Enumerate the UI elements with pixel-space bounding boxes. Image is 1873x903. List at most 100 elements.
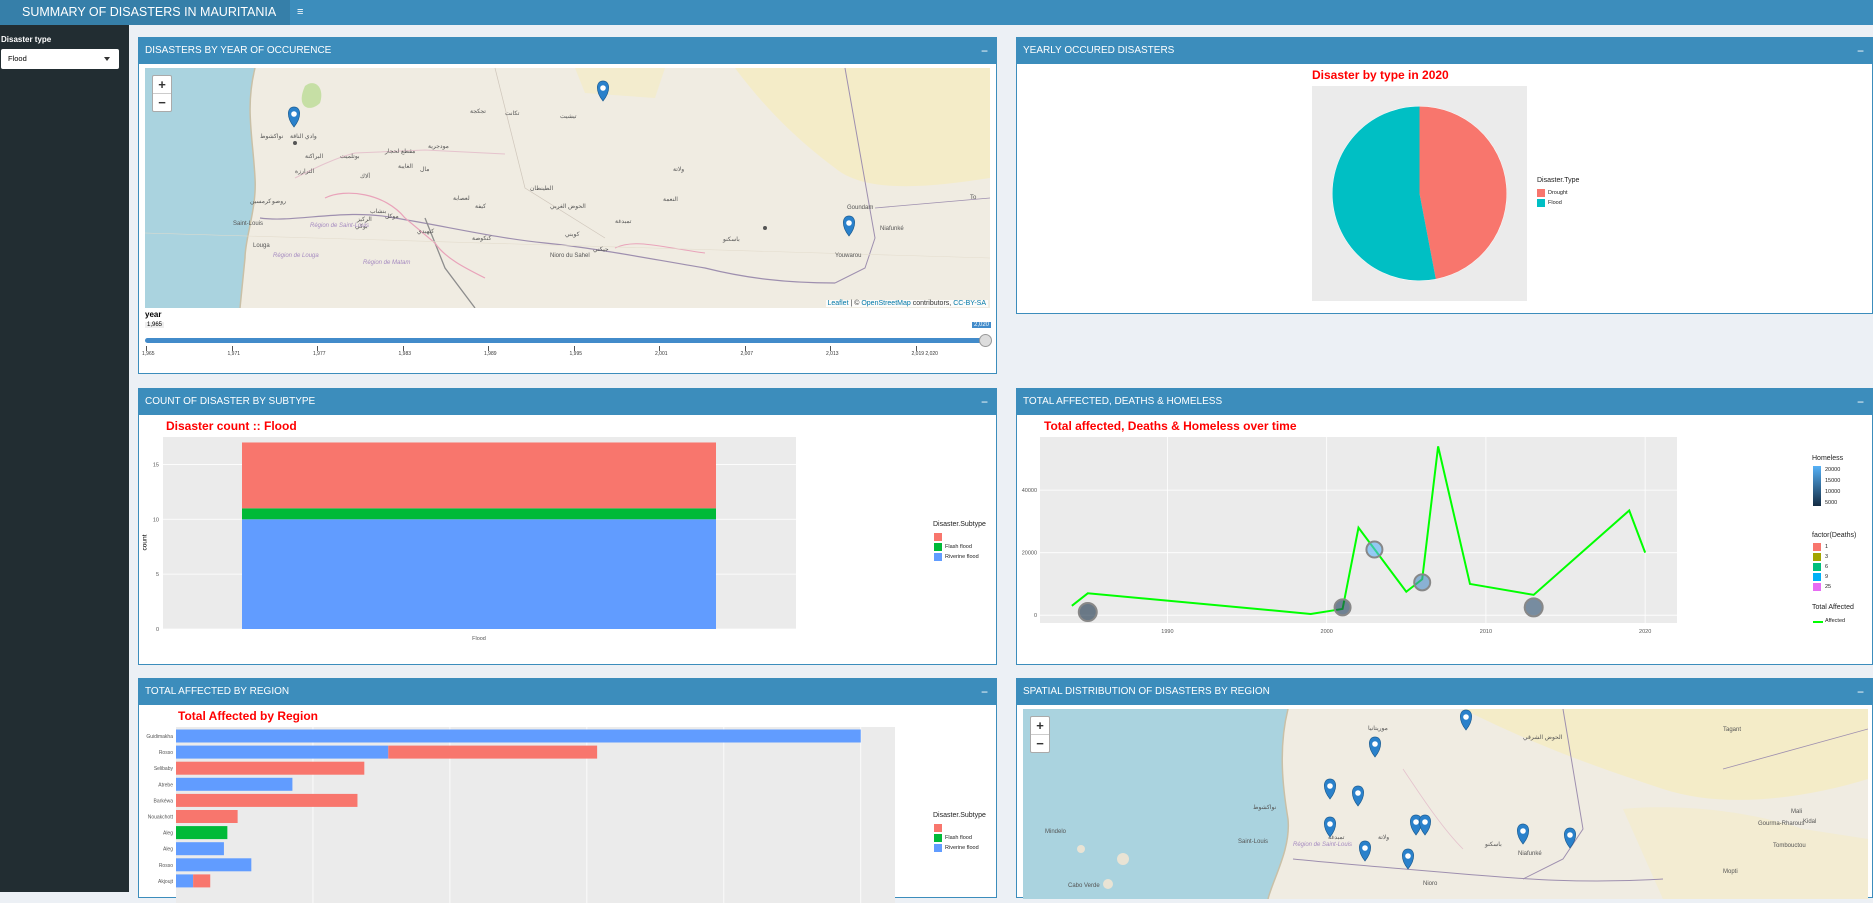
- map-place-label: تيشيت: [560, 114, 577, 120]
- zoom-out-button[interactable]: −: [1036, 736, 1044, 751]
- region-tick-label: Rosso: [159, 750, 173, 756]
- sidebar-toggle-menu-icon[interactable]: ≡: [297, 6, 304, 18]
- y-tick-label: 15: [153, 462, 159, 468]
- slider-tick-mark: [744, 346, 746, 351]
- year-slider-handle[interactable]: [979, 334, 992, 347]
- region-legend-title: Disaster.Subtype: [933, 812, 986, 819]
- map-marker-icon[interactable]: [1419, 814, 1431, 836]
- zoom-out-button[interactable]: −: [158, 95, 166, 110]
- map-place-label: Goundam: [847, 205, 874, 211]
- map-place-label: Saint-Louis: [233, 221, 264, 227]
- box-affected-deaths-homeless: TOTAL AFFECTED, DEATHS & HOMELESS − Total…: [1016, 388, 1873, 665]
- attribution-contributors: contributors,: [910, 300, 954, 307]
- line-chart-title: Total affected, Deaths & Homeless over t…: [1044, 419, 1297, 433]
- map-marker-icon[interactable]: [1564, 827, 1576, 849]
- minimize-button[interactable]: −: [1856, 395, 1864, 409]
- deaths-legend-9: 9: [1825, 574, 1829, 580]
- osm-link[interactable]: OpenStreetMap: [861, 300, 911, 307]
- region-bar-segment: [176, 858, 252, 872]
- map-place-label: Tagant: [1723, 727, 1742, 733]
- map-place-label: باسكنو: [1485, 842, 1502, 848]
- minimize-button[interactable]: −: [980, 395, 988, 409]
- map-place-label: Kidal: [1803, 819, 1817, 825]
- region-bar-segment: [176, 810, 238, 823]
- region-bar-segment: [176, 761, 365, 775]
- leaflet-map[interactable]: + − نواكشوط وادي الناقة البراكنة الترارزة مق…: [145, 68, 990, 308]
- map-place-label: كرمسين: [250, 199, 272, 205]
- spatial-zoom-control: + −: [1030, 716, 1050, 753]
- map-place-label: تمبدغة: [1328, 835, 1345, 841]
- map-marker-icon[interactable]: [1324, 816, 1336, 838]
- legend-swatch-unlabeled: [934, 824, 942, 832]
- caret-down-icon: [104, 57, 110, 61]
- map-marker-icon[interactable]: [597, 80, 609, 102]
- region-bar-segment: [176, 793, 358, 807]
- legend-label-riverine-flood: Riverine flood: [945, 845, 979, 851]
- minimize-button[interactable]: −: [980, 685, 988, 699]
- spatial-leaflet-map[interactable]: + − موريتانيا Tagant Mali Gourma-Rharous Tom…: [1023, 709, 1868, 899]
- legend-label-drought: Drought: [1548, 190, 1568, 196]
- map-place-label: باسكنو: [723, 237, 740, 243]
- deaths-homeless-point: [1523, 597, 1544, 618]
- deaths-homeless-point: [1077, 602, 1098, 623]
- map-place-label: ألاك: [360, 174, 371, 180]
- slider-tick-mark: [146, 346, 147, 351]
- box-count-by-subtype: COUNT OF DISASTER BY SUBTYPE − Disaster c…: [138, 388, 997, 665]
- cc-by-sa-link[interactable]: CC-BY-SA: [953, 300, 986, 307]
- deaths-swatch-9: [1813, 573, 1821, 581]
- map-place-label: Région de Matam: [363, 260, 411, 266]
- map-marker-icon[interactable]: [843, 215, 855, 237]
- map-place-label: موكل: [385, 214, 399, 220]
- region-bar-segment: [176, 842, 224, 856]
- disaster-type-select[interactable]: Flood: [1, 49, 119, 69]
- map-marker-icon[interactable]: [1352, 785, 1364, 807]
- map-markers: [288, 80, 855, 237]
- y-tick-label: 10: [153, 517, 159, 523]
- zoom-in-button[interactable]: +: [153, 76, 171, 94]
- map-marker-icon[interactable]: [1410, 814, 1422, 836]
- leaflet-link[interactable]: Leaflet: [827, 300, 849, 307]
- map-place-label: بنشاب: [370, 209, 387, 215]
- affected-line-chart: 0 20000 40000 1990 2000 2010 2020: [1022, 437, 1677, 635]
- map-marker-icon[interactable]: [288, 106, 300, 128]
- subtype-legend-title: Disaster.Subtype: [933, 521, 986, 528]
- map-place-label: وادي الناقة: [290, 134, 317, 140]
- box-title: TOTAL AFFECTED BY REGION: [145, 686, 290, 697]
- region-tick-label: Guidimakha: [146, 734, 173, 740]
- y-tick-label: 20000: [1022, 551, 1037, 557]
- map-place-label: البراكنة: [305, 154, 324, 160]
- disaster-type-label: Disaster type: [1, 35, 52, 44]
- legend-swatch-flash-flood: [934, 543, 942, 551]
- box-title: COUNT OF DISASTER BY SUBTYPE: [145, 396, 316, 407]
- minimize-button[interactable]: −: [980, 44, 988, 58]
- map-place-label: بوتلميت: [340, 154, 360, 160]
- year-slider-track[interactable]: [145, 338, 990, 343]
- region-bar-segment: [388, 745, 598, 759]
- map-marker-icon[interactable]: [1517, 823, 1529, 845]
- sidebar: Disaster type Flood: [0, 25, 129, 892]
- zoom-in-button[interactable]: +: [1031, 717, 1049, 735]
- map-place-label: روصو: [272, 199, 286, 205]
- top-navbar: SUMMARY OF DISASTERS IN MAURITANIA ≡: [0, 0, 1873, 25]
- map-place-label: كنكوصة: [472, 236, 492, 242]
- map-marker-icon[interactable]: [1460, 709, 1472, 731]
- map-marker-icon[interactable]: [1402, 848, 1414, 870]
- region-bar-segment: [176, 777, 293, 791]
- slider-tick-mark: [573, 346, 575, 351]
- slider-tick-mark: [402, 346, 404, 351]
- map-marker-icon[interactable]: [1369, 736, 1381, 758]
- deaths-legend-title: factor(Deaths): [1812, 532, 1857, 539]
- slider-max-value: 2,020: [972, 322, 992, 328]
- map-place-label: Youwarou: [835, 253, 862, 259]
- bar-segment: [242, 519, 716, 629]
- minimize-button[interactable]: −: [1856, 685, 1864, 699]
- region-chart-title: Total Affected by Region: [178, 709, 319, 723]
- box-header: COUNT OF DISASTER BY SUBTYPE −: [139, 389, 996, 415]
- map-marker-icon[interactable]: [1359, 840, 1371, 862]
- map-marker-icon[interactable]: [1324, 778, 1336, 800]
- region-bar-chart: Guidimakha Rosso Selibaby Atrebe Barkéwa Noua…: [146, 727, 895, 903]
- deaths-homeless-point: [1365, 540, 1384, 559]
- box-title: YEARLY OCCURED DISASTERS: [1023, 45, 1175, 56]
- minimize-button[interactable]: −: [1856, 44, 1864, 58]
- deaths-legend-1: 1: [1825, 544, 1829, 550]
